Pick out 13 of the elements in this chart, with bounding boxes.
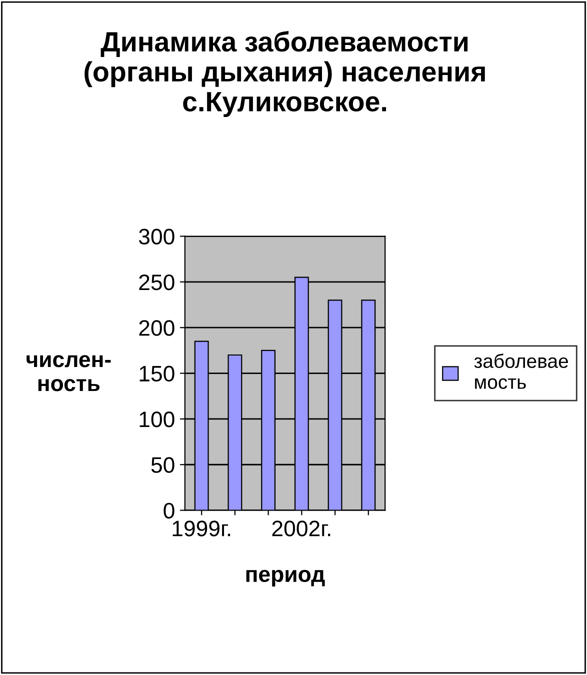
y-tick-label: 50 — [151, 457, 174, 473]
legend-label: заболевае мость — [474, 354, 568, 389]
x-tick-label: 1999г. — [172, 520, 230, 536]
y-tick-label: 100 — [140, 411, 174, 428]
y-axis-title: числен- ность — [26, 355, 111, 392]
y-tick-label: 250 — [139, 274, 174, 290]
y-tick-label: 150 — [140, 366, 174, 382]
y-tick-label: 300 — [138, 228, 174, 245]
x-tick-label: 2002г. — [272, 520, 330, 536]
chart-title: Динамика заболеваемости (органы дыхания) населения с.Куликовское. — [84, 31, 485, 118]
y-tick-label: 200 — [139, 320, 174, 336]
x-axis-title: период — [246, 570, 325, 586]
y-tick-label: 0 — [164, 502, 174, 519]
